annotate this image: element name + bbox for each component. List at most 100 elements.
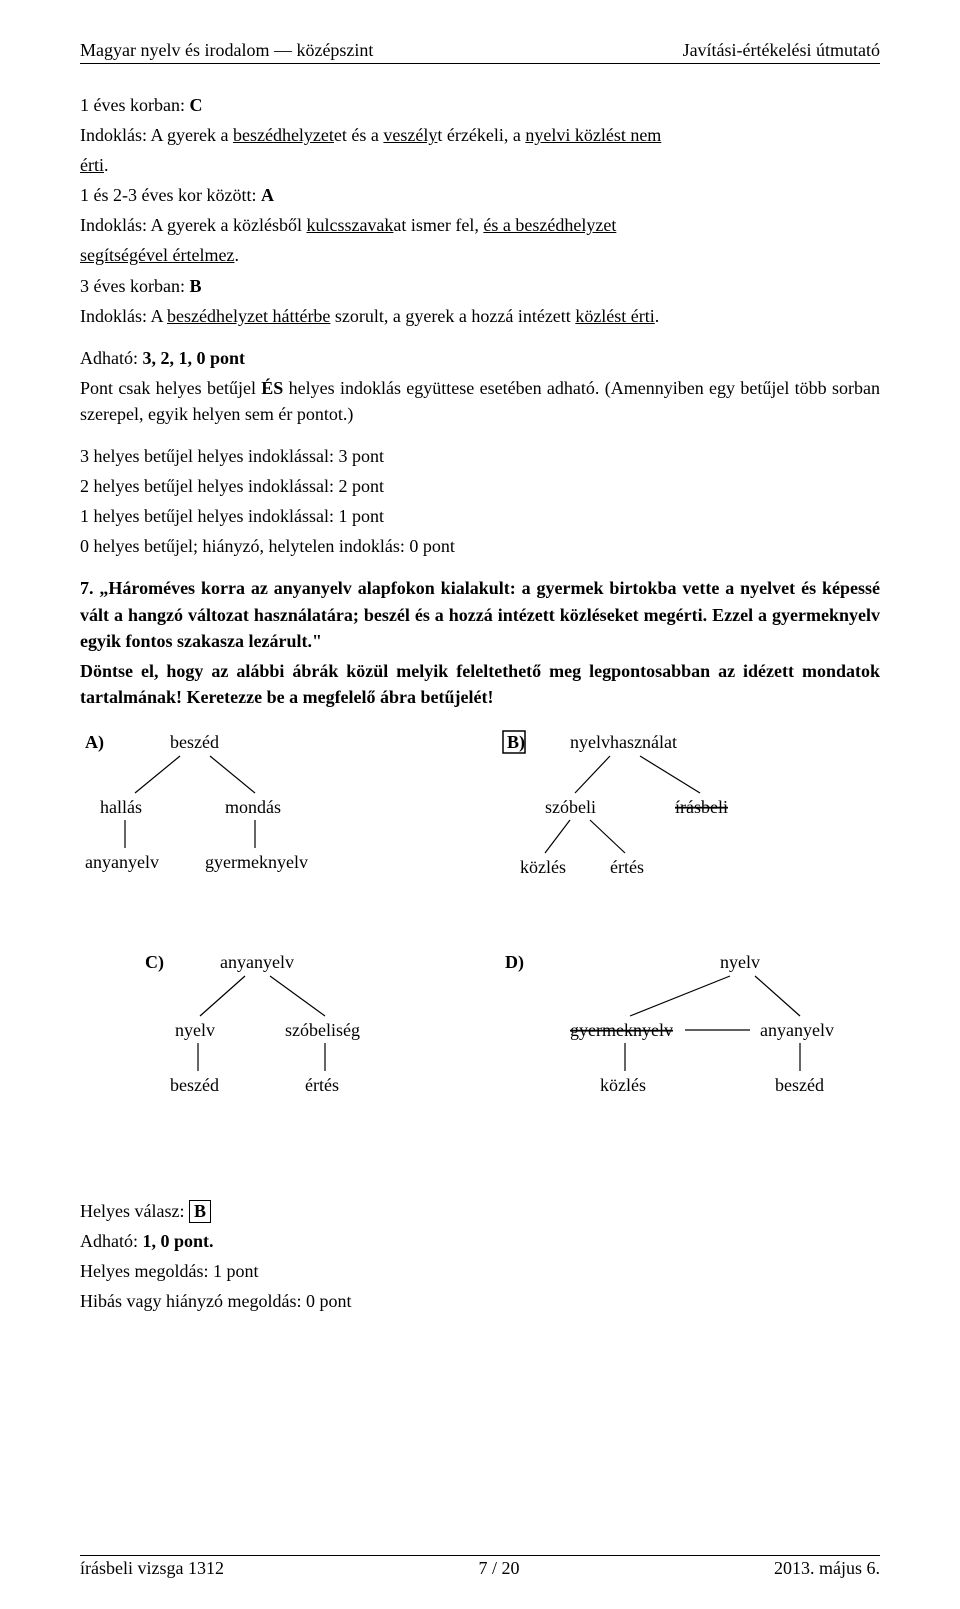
age2-prefix: 1 és 2-3 éves kor között: bbox=[80, 185, 261, 205]
tree-d-svg: D) nyelv gyermeknyelv anyanyelv közlés b… bbox=[500, 948, 860, 1128]
age1-line: 1 éves korban: C bbox=[80, 92, 880, 118]
tree-d-letter: D) bbox=[505, 952, 524, 973]
indok1-cont-u: érti bbox=[80, 155, 104, 175]
tree-b-l1a: szóbeli bbox=[545, 797, 596, 817]
indok3-after: . bbox=[655, 306, 660, 326]
indok3-u1: beszédhelyzet háttérbe bbox=[167, 306, 330, 326]
edge bbox=[590, 820, 625, 853]
indok1-m2: t érzékeli, a bbox=[437, 125, 525, 145]
edge bbox=[640, 756, 700, 793]
indok3-u2: közlést érti bbox=[575, 306, 654, 326]
edge bbox=[545, 820, 570, 853]
indok1-u2: veszély bbox=[383, 125, 437, 145]
indok2-line2: segítségével értelmez. bbox=[80, 242, 880, 268]
answer-pts: Adható: 1, 0 pont. bbox=[80, 1228, 880, 1254]
sc-l2: 2 helyes betűjel helyes indoklással: 2 p… bbox=[80, 473, 880, 499]
indok1-line2: érti. bbox=[80, 152, 880, 178]
tree-a-l1b: mondás bbox=[225, 797, 281, 817]
answer-lead: Helyes válasz: bbox=[80, 1201, 189, 1221]
edge bbox=[755, 976, 800, 1016]
age3-line: 3 éves korban: B bbox=[80, 273, 880, 299]
body: 1 éves korban: C Indoklás: A gyerek a be… bbox=[80, 92, 880, 1314]
indok1-cont-after: . bbox=[104, 155, 109, 175]
tree-c-letter: C) bbox=[145, 952, 164, 973]
tree-b-l1b: írásbeli bbox=[675, 797, 728, 817]
tree-b-letter: B) bbox=[507, 732, 525, 753]
tree-d-root: nyelv bbox=[720, 952, 760, 972]
edge bbox=[200, 976, 245, 1016]
tree-d-l1a: gyermeknyelv bbox=[570, 1020, 673, 1040]
tree-a-letter: A) bbox=[85, 732, 104, 753]
scoring-lead-text: Adható: bbox=[80, 348, 143, 368]
header-right: Javítási-értékelési útmutató bbox=[683, 40, 880, 61]
indok2-u2: és a beszédhelyzet bbox=[483, 215, 616, 235]
indok1-m1: et és a bbox=[334, 125, 383, 145]
sc-l3: 1 helyes betűjel helyes indoklással: 1 p… bbox=[80, 503, 880, 529]
age1-prefix: 1 éves korban: bbox=[80, 95, 189, 115]
q7-instr: Döntse el, hogy az alábbi ábrák közül me… bbox=[80, 658, 880, 710]
header-left: Magyar nyelv és irodalom — középszint bbox=[80, 40, 373, 61]
indok1-line1: Indoklás: A gyerek a beszédhelyzetet és … bbox=[80, 122, 880, 148]
tree-b-l2a: közlés bbox=[520, 857, 566, 877]
tree-diagrams: A) beszéd hallás mondás anyanyelv gyerme… bbox=[80, 728, 880, 1128]
page: Magyar nyelv és irodalom — középszint Ja… bbox=[0, 0, 960, 1609]
sc-l1: 3 helyes betűjel helyes indoklással: 3 p… bbox=[80, 443, 880, 469]
edge bbox=[270, 976, 325, 1016]
indok2-lead: Indoklás: A gyerek a közlésből bbox=[80, 215, 306, 235]
tree-a-l1a: hallás bbox=[100, 797, 142, 817]
footer-right: 2013. május 6. bbox=[774, 1558, 880, 1579]
age1-letter: C bbox=[189, 95, 202, 115]
edge bbox=[575, 756, 610, 793]
scoring-pts: 3, 2, 1, 0 pont bbox=[143, 348, 246, 368]
answer-l2: Hibás vagy hiányzó megoldás: 0 pont bbox=[80, 1288, 880, 1314]
indok1-u3: nyelvi közlést nem bbox=[525, 125, 661, 145]
tree-a-l2a: anyanyelv bbox=[85, 852, 159, 872]
scoring-lead: Adható: 3, 2, 1, 0 pont bbox=[80, 345, 880, 371]
age2-letter: A bbox=[261, 185, 274, 205]
indok2-u1: kulcsszavak bbox=[306, 215, 393, 235]
tree-b-root: nyelvhasználat bbox=[570, 732, 677, 752]
tree-d-l2a: közlés bbox=[600, 1075, 646, 1095]
tree-a-svg: A) beszéd hallás mondás anyanyelv gyerme… bbox=[80, 728, 360, 908]
footer-left: írásbeli vizsga 1312 bbox=[80, 1558, 224, 1579]
scoring-p1a: Pont csak helyes betűjel bbox=[80, 378, 261, 398]
tree-c-root: anyanyelv bbox=[220, 952, 294, 972]
tree-c-l2a: beszéd bbox=[170, 1075, 219, 1095]
indok3-m1: szorult, a gyerek a hozzá intézett bbox=[330, 306, 575, 326]
indok1-u1: beszédhelyzet bbox=[233, 125, 334, 145]
tree-b-l2b: értés bbox=[610, 857, 644, 877]
answer-line: Helyes válasz: B bbox=[80, 1198, 880, 1224]
indok2-cont-after: . bbox=[234, 245, 239, 265]
footer-center: 7 / 20 bbox=[478, 1558, 519, 1579]
age3-letter: B bbox=[189, 276, 201, 296]
tree-d-l2b: beszéd bbox=[775, 1075, 824, 1095]
tree-a-l2b: gyermeknyelv bbox=[205, 852, 308, 872]
tree-c: C) anyanyelv nyelv szóbeliség beszéd ért… bbox=[140, 948, 420, 1128]
age3-prefix: 3 éves korban: bbox=[80, 276, 189, 296]
tree-a: A) beszéd hallás mondás anyanyelv gyerme… bbox=[80, 728, 360, 908]
sc-l4: 0 helyes betűjel; hiányzó, helytelen ind… bbox=[80, 533, 880, 559]
edge bbox=[630, 976, 730, 1016]
edge bbox=[210, 756, 255, 793]
scoring-p1: Pont csak helyes betűjel ÉS helyes indok… bbox=[80, 375, 880, 427]
answer-pts-val: 1, 0 pont. bbox=[143, 1231, 214, 1251]
answer-pts-lead: Adható: bbox=[80, 1231, 143, 1251]
tree-row-2: C) anyanyelv nyelv szóbeliség beszéd ért… bbox=[80, 948, 880, 1128]
answer-letter: B bbox=[189, 1200, 211, 1224]
tree-c-l1b: szóbeliség bbox=[285, 1020, 360, 1040]
header: Magyar nyelv és irodalom — középszint Ja… bbox=[80, 40, 880, 64]
footer: írásbeli vizsga 1312 7 / 20 2013. május … bbox=[80, 1555, 880, 1579]
tree-c-l2b: értés bbox=[305, 1075, 339, 1095]
tree-b-svg: B) nyelvhasználat szóbeli írásbeli közlé… bbox=[500, 728, 800, 908]
tree-c-l1a: nyelv bbox=[175, 1020, 215, 1040]
tree-d-l1b: anyanyelv bbox=[760, 1020, 834, 1040]
indok3-line: Indoklás: A beszédhelyzet háttérbe szoru… bbox=[80, 303, 880, 329]
answer-l1: Helyes megoldás: 1 pont bbox=[80, 1258, 880, 1284]
tree-b: B) nyelvhasználat szóbeli írásbeli közlé… bbox=[500, 728, 800, 908]
indok3-lead: Indoklás: A bbox=[80, 306, 167, 326]
scoring-p1b: ÉS bbox=[261, 378, 283, 398]
edge bbox=[135, 756, 180, 793]
indok2-cont-u: segítségével értelmez bbox=[80, 245, 234, 265]
tree-row-1: A) beszéd hallás mondás anyanyelv gyerme… bbox=[80, 728, 880, 908]
indok1-lead: Indoklás: A gyerek a bbox=[80, 125, 233, 145]
